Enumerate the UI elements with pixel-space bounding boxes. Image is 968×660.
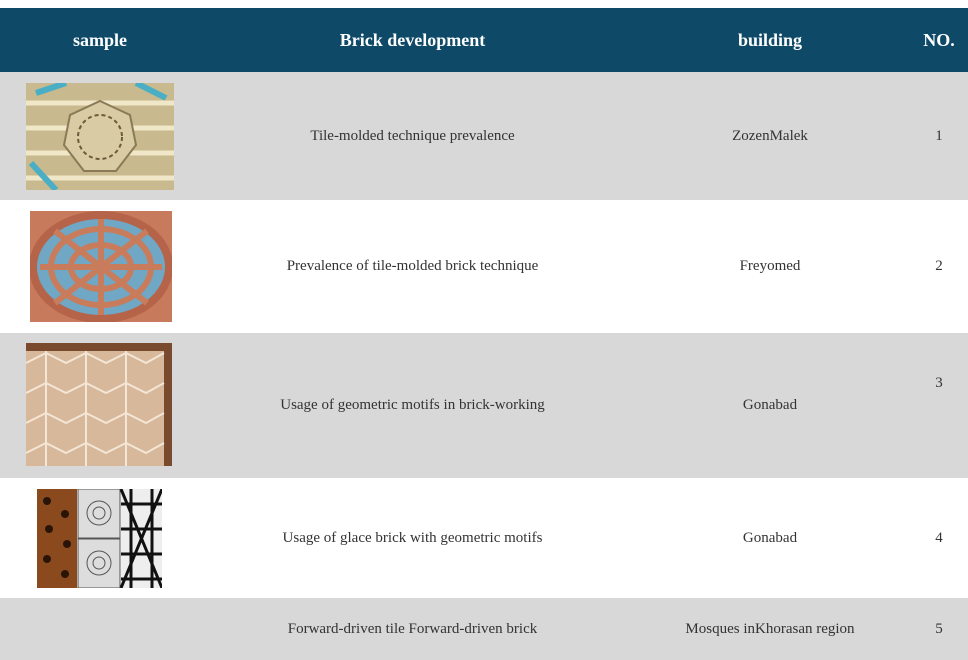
table-cell: Usage of glace brick with geometric moti… bbox=[282, 529, 543, 546]
table-row: Prevalence of tile-molded brick techniqu… bbox=[0, 200, 968, 333]
header-cell: building bbox=[737, 30, 803, 50]
table-cell: Gonabad bbox=[742, 397, 798, 413]
header-cell: sample bbox=[73, 30, 127, 50]
table-row: Usage of glace brick with geometric moti… bbox=[0, 478, 968, 598]
table-cell: 4 bbox=[935, 529, 943, 546]
table-cell: Forward-driven tile Forward-driven brick bbox=[287, 620, 538, 637]
table-cell: 3 bbox=[935, 375, 943, 391]
table-cell: Usage of geometric motifs in brick-worki… bbox=[280, 397, 545, 413]
table-cell: Tile-molded technique prevalence bbox=[310, 127, 515, 144]
table-cell: ZozenMalek bbox=[732, 127, 808, 144]
table-cell: Mosques inKhorasan region bbox=[685, 620, 855, 637]
sample-image bbox=[30, 211, 172, 322]
table-cell: Prevalence of tile-molded brick techniqu… bbox=[286, 258, 539, 274]
table-cell: 5 bbox=[935, 620, 943, 637]
sample-image bbox=[37, 489, 162, 588]
table-cell: Gonabad bbox=[742, 529, 798, 546]
table-cell: Freyomed bbox=[739, 258, 801, 274]
table-row: Forward-driven tile Forward-driven brick… bbox=[0, 598, 968, 660]
header-cell: Brick development bbox=[339, 30, 486, 50]
table-cell: 1 bbox=[935, 127, 943, 144]
table-cell: 2 bbox=[935, 258, 943, 274]
sample-image bbox=[26, 83, 174, 190]
sample-image bbox=[26, 343, 172, 466]
header-cell: NO. bbox=[923, 30, 955, 50]
table-header bbox=[0, 8, 968, 72]
